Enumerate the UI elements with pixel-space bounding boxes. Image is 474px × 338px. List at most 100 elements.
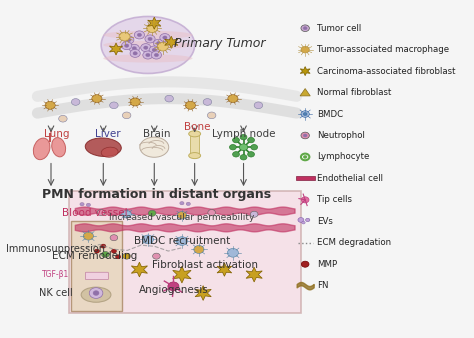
Bar — [191, 134, 199, 155]
Circle shape — [134, 31, 145, 39]
Circle shape — [141, 44, 151, 52]
Text: Normal fibroblast: Normal fibroblast — [317, 88, 391, 97]
Circle shape — [208, 210, 216, 216]
Circle shape — [254, 102, 263, 108]
Polygon shape — [246, 267, 262, 282]
Text: ECM degradation: ECM degradation — [317, 238, 391, 247]
Circle shape — [240, 135, 247, 140]
Text: Brain: Brain — [143, 129, 170, 139]
Ellipse shape — [101, 147, 118, 157]
Text: Blood vessel: Blood vessel — [62, 208, 128, 218]
Circle shape — [301, 25, 310, 31]
Polygon shape — [195, 286, 211, 300]
Circle shape — [110, 235, 118, 241]
Text: Endothelial cell: Endothelial cell — [317, 174, 383, 183]
Circle shape — [130, 49, 140, 57]
Circle shape — [203, 99, 212, 105]
Circle shape — [97, 210, 105, 216]
Ellipse shape — [33, 138, 50, 160]
Text: Lymph node: Lymph node — [212, 129, 275, 139]
Ellipse shape — [52, 138, 65, 157]
Text: Increased vascular permeability: Increased vascular permeability — [109, 213, 255, 222]
Circle shape — [251, 145, 257, 150]
Text: Primary Tumor: Primary Tumor — [174, 37, 266, 50]
Text: EVs: EVs — [317, 217, 333, 226]
Circle shape — [194, 245, 204, 254]
Circle shape — [303, 155, 307, 159]
Circle shape — [89, 288, 103, 298]
Text: Tip cells: Tip cells — [317, 195, 352, 204]
Circle shape — [247, 138, 255, 143]
Circle shape — [144, 46, 148, 49]
Circle shape — [301, 132, 310, 139]
Circle shape — [301, 46, 310, 53]
Text: Carcinoma-associated fibroblast: Carcinoma-associated fibroblast — [317, 67, 455, 76]
Bar — [71, 221, 121, 312]
Circle shape — [154, 53, 158, 57]
Circle shape — [153, 253, 160, 259]
Circle shape — [148, 37, 152, 41]
Circle shape — [122, 112, 131, 119]
Circle shape — [119, 32, 130, 41]
Circle shape — [152, 48, 156, 52]
Circle shape — [129, 44, 139, 52]
Circle shape — [101, 251, 109, 258]
Circle shape — [151, 51, 162, 59]
Circle shape — [121, 42, 132, 50]
Polygon shape — [173, 266, 191, 283]
Circle shape — [132, 47, 137, 50]
Circle shape — [149, 46, 159, 54]
Polygon shape — [300, 67, 310, 76]
Circle shape — [143, 51, 153, 59]
Circle shape — [145, 35, 155, 43]
Polygon shape — [217, 263, 232, 276]
Circle shape — [306, 218, 310, 222]
Text: BMDC: BMDC — [317, 110, 343, 119]
Circle shape — [116, 255, 121, 259]
Text: Neutrophol: Neutrophol — [317, 131, 365, 140]
Circle shape — [228, 95, 238, 103]
Circle shape — [165, 95, 173, 102]
Circle shape — [303, 27, 307, 30]
Polygon shape — [131, 262, 147, 277]
Circle shape — [111, 249, 117, 253]
Circle shape — [163, 36, 167, 39]
Circle shape — [133, 52, 137, 55]
Text: NK cell: NK cell — [39, 288, 73, 298]
Text: Liver: Liver — [95, 129, 120, 139]
Text: Lymphocyte: Lymphocyte — [317, 152, 369, 162]
Circle shape — [301, 261, 309, 267]
Circle shape — [123, 253, 130, 259]
Text: BMDC recruitment: BMDC recruitment — [134, 236, 230, 246]
Circle shape — [83, 232, 93, 240]
Circle shape — [45, 101, 55, 109]
Circle shape — [180, 201, 184, 205]
Text: Tumor-associated macrophage: Tumor-associated macrophage — [317, 45, 449, 54]
Circle shape — [185, 101, 195, 109]
Text: Fibroblast activation: Fibroblast activation — [152, 260, 258, 269]
Polygon shape — [148, 17, 161, 29]
Circle shape — [303, 113, 307, 116]
Circle shape — [92, 95, 102, 103]
Circle shape — [233, 138, 239, 143]
Polygon shape — [300, 89, 310, 96]
Circle shape — [301, 197, 309, 203]
Bar — [69, 191, 301, 313]
Circle shape — [148, 210, 156, 216]
Circle shape — [250, 211, 258, 217]
Text: Tumor cell: Tumor cell — [317, 24, 361, 33]
Circle shape — [177, 212, 187, 219]
Ellipse shape — [103, 54, 192, 63]
Circle shape — [176, 237, 187, 245]
Circle shape — [122, 211, 131, 218]
Circle shape — [186, 202, 191, 206]
Circle shape — [137, 33, 142, 37]
Text: PMN formation in distant organs: PMN formation in distant organs — [42, 188, 271, 201]
Circle shape — [156, 42, 161, 45]
Circle shape — [94, 249, 100, 253]
Circle shape — [302, 221, 305, 224]
Circle shape — [168, 282, 179, 291]
Text: Lung: Lung — [44, 129, 69, 139]
Circle shape — [239, 144, 248, 150]
Ellipse shape — [140, 137, 169, 157]
